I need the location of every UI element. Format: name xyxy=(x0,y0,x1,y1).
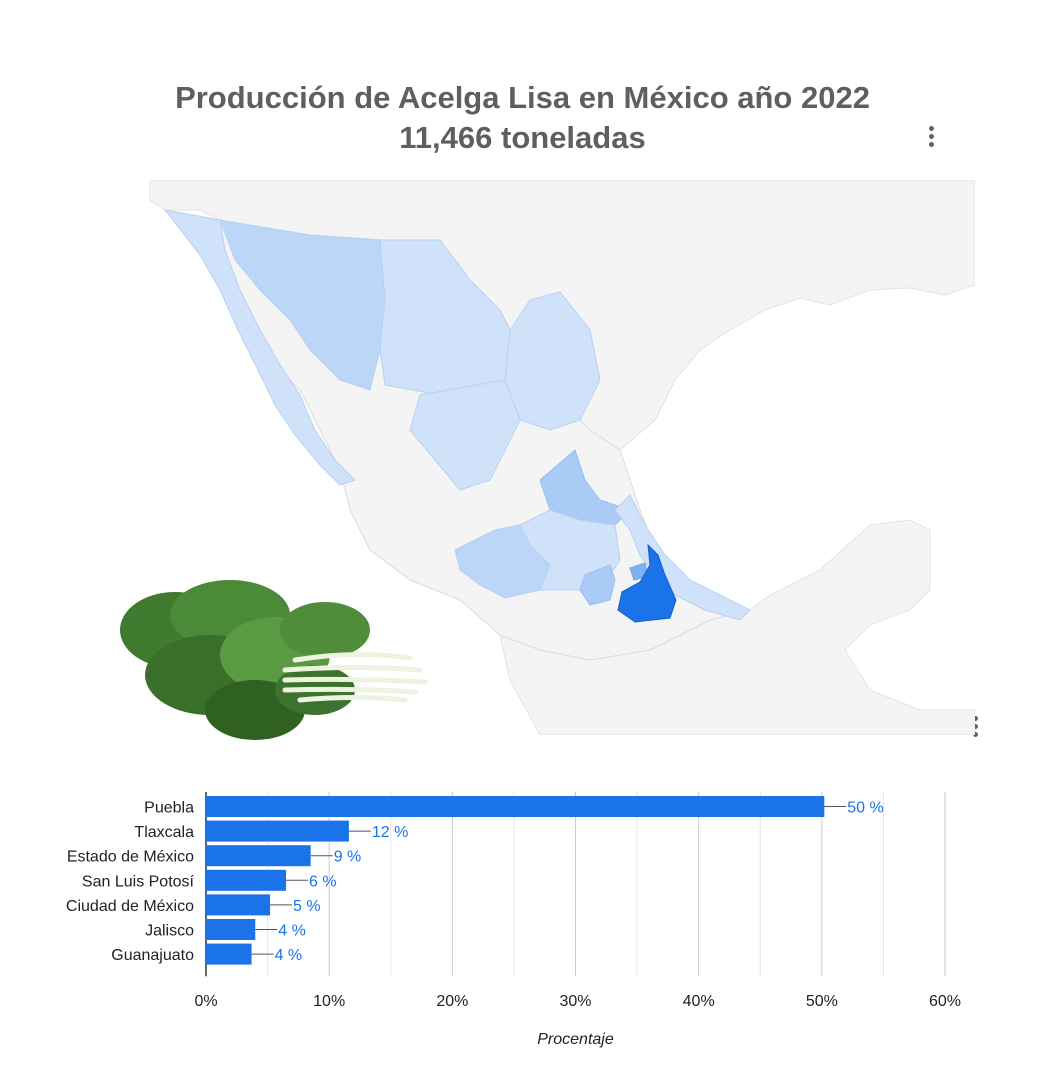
x-tick-label: 20% xyxy=(436,993,468,1010)
map-svg xyxy=(110,179,976,736)
bar-chart: 50 % Puebla 12 % Tlaxcala 9 % Estado de Méxic… xyxy=(0,780,1045,1050)
more-vert-icon[interactable] xyxy=(929,126,935,150)
swiss-chard-image xyxy=(120,580,428,740)
chart-title: Producción de Acelga Lisa en México año … xyxy=(175,80,870,115)
chart-subtitle: 11,466 toneladas xyxy=(399,120,646,155)
map-state-puebla xyxy=(617,543,677,623)
category-label: Ciudad de México xyxy=(66,898,194,915)
chard-stems xyxy=(282,651,428,703)
map-state-baja xyxy=(163,209,356,486)
chard-leaves xyxy=(120,580,370,740)
bar[interactable] xyxy=(206,820,349,842)
geo-map xyxy=(110,179,976,736)
map-state-sonora xyxy=(219,219,386,391)
bar[interactable] xyxy=(206,894,271,916)
x-tick-label: 60% xyxy=(929,993,961,1010)
map-state-estado-de-mexico xyxy=(579,564,616,606)
category-label: Estado de México xyxy=(67,849,194,866)
bar-chart-svg: 50 % Puebla 12 % Tlaxcala 9 % Estado de Méxic… xyxy=(66,792,961,1048)
data-label: 9 % xyxy=(334,849,362,866)
swiss-chard-illustration xyxy=(115,570,435,755)
bar[interactable] xyxy=(206,869,287,891)
data-label: 50 % xyxy=(847,800,883,817)
x-tick-label: 10% xyxy=(313,993,345,1010)
data-label: 12 % xyxy=(372,824,408,841)
map-state-durango xyxy=(409,379,521,491)
x-tick-label: 40% xyxy=(683,993,715,1010)
data-label: 5 % xyxy=(293,898,321,915)
bar[interactable] xyxy=(206,845,311,867)
bar[interactable] xyxy=(206,943,252,965)
bar[interactable] xyxy=(206,796,825,817)
x-tick-label: 30% xyxy=(559,993,591,1010)
map-state-veracruz xyxy=(614,494,751,621)
category-label: Puebla xyxy=(144,800,194,817)
x-axis-title: Procentaje xyxy=(537,1031,614,1048)
category-label: Guanajuato xyxy=(111,947,194,964)
x-tick-label: 50% xyxy=(806,993,838,1010)
data-label: 6 % xyxy=(309,873,337,890)
data-label: 4 % xyxy=(278,923,306,940)
bar[interactable] xyxy=(206,919,256,940)
x-tick-label: 0% xyxy=(194,993,217,1010)
category-label: Jalisco xyxy=(145,923,194,940)
map-menu-icon[interactable] xyxy=(973,716,979,740)
category-label: Tlaxcala xyxy=(134,824,194,841)
category-label: San Luis Potosí xyxy=(82,873,195,890)
data-label: 4 % xyxy=(275,947,303,964)
